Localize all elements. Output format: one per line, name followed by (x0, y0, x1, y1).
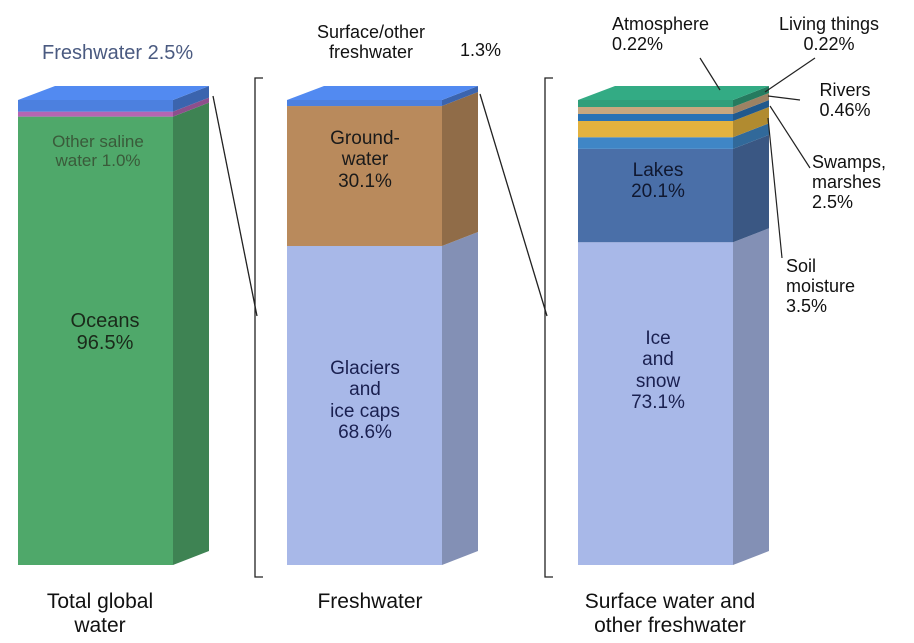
bracket-1 (254, 77, 263, 578)
bar-2-segment-surface-other-freshwater (287, 100, 442, 107)
callout-line-2 (764, 57, 816, 93)
bar-3-segment-atmosphere-side (733, 93, 769, 114)
label-freshwater-total: Freshwater 2.5% (42, 42, 194, 64)
bar-2-segment-glaciers-and-ice-caps (287, 246, 442, 565)
label-ice-snow: Ice and snow 73.1% (631, 328, 685, 413)
bar-3-segment-ice-and-snow (578, 242, 733, 565)
bar-3-segment-living-things-side (733, 86, 769, 107)
label-living-things: Living things 0.22% (778, 14, 880, 55)
callout-line-1 (699, 57, 721, 91)
bar-1-segment-other-saline-water (18, 111, 173, 117)
bar-1-segment-freshwater-side (173, 86, 209, 112)
callout-line-5 (767, 117, 783, 259)
bar-3-top-face (578, 86, 769, 100)
bar-2-top-face (287, 86, 478, 100)
label-glaciers: Glaciers and ice caps 68.6% (330, 358, 400, 443)
label-lakes: Lakes 20.1% (631, 160, 685, 203)
bar-3-segment-lakes (578, 148, 733, 243)
bar-3-segment-swamps-marshes-side (733, 123, 769, 149)
bar-3-segment-soil-moisture (578, 121, 733, 138)
bar-1-segment-oceans-side (173, 102, 209, 565)
bar-3-segment-living-things (578, 100, 733, 107)
label-rivers: Rivers 0.46% (819, 80, 871, 121)
callout-line-4 (769, 105, 811, 169)
xlabel-surface-water: Surface water and other freshwater (584, 590, 756, 638)
label-groundwater: Ground- water 30.1% (330, 128, 400, 192)
bar-1-segment-freshwater (18, 100, 173, 112)
leader-line-1 (212, 95, 258, 317)
label-soil-moisture: Soil moisture 3.5% (786, 256, 856, 317)
callout-line-3 (767, 95, 801, 101)
label-swamps: Swamps, marshes 2.5% (812, 152, 887, 213)
bar-1-segment-oceans (18, 116, 173, 565)
label-surface-other: Surface/other freshwater (316, 22, 426, 63)
bar-1-segment-other-saline-water-side (173, 97, 209, 117)
bar-3-segment-rivers (578, 114, 733, 121)
bar-3-segment-lakes-side (733, 134, 769, 243)
label-surface-other-value: 1.3% (460, 40, 502, 60)
bar-3-segment-ice-and-snow-side (733, 228, 769, 565)
leader-line-2 (479, 93, 548, 317)
xlabel-freshwater: Freshwater (317, 590, 423, 613)
bracket-2 (544, 77, 553, 578)
bar-3-segment-swamps-marshes (578, 137, 733, 149)
bar-2-segment-ground-water (287, 106, 442, 247)
bar-3-segment-rivers-side (733, 100, 769, 121)
label-oceans: Oceans 96.5% (70, 310, 140, 355)
bar-2-segment-glaciers-and-ice-caps-side (442, 232, 478, 565)
label-atmosphere: Atmosphere 0.22% (612, 14, 710, 55)
bar-1-top-face (18, 86, 209, 100)
bar-3-segment-soil-moisture-side (733, 107, 769, 138)
bar-2-segment-ground-water-side (442, 92, 478, 247)
bar-3-segment-atmosphere (578, 107, 733, 114)
bar-2-segment-surface-other-freshwater-side (442, 86, 478, 107)
label-other-saline: Other saline water 1.0% (52, 132, 144, 171)
xlabel-total-global-water: Total global water (46, 590, 154, 638)
